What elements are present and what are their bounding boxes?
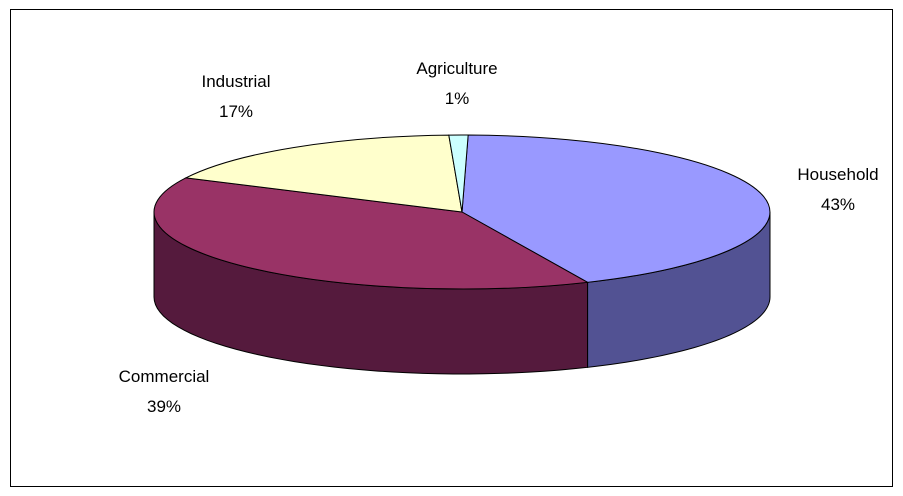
slice-percent-label: 39%	[147, 397, 181, 416]
slice-percent-label: 43%	[821, 195, 855, 214]
slice-name-label: Industrial	[202, 72, 271, 91]
pie-tops	[154, 135, 770, 289]
slice-label-commercial: Commercial 39%	[119, 367, 210, 416]
slice-name-label: Commercial	[119, 367, 210, 386]
slice-percent-label: 1%	[445, 89, 470, 108]
slice-name-label: Household	[797, 165, 878, 184]
slice-percent-label: 17%	[219, 102, 253, 121]
slice-label-industrial: Industrial 17%	[202, 72, 271, 121]
slice-name-label: Agriculture	[416, 59, 497, 78]
slice-label-agriculture: Agriculture 1%	[416, 59, 497, 108]
slice-label-household: Household 43%	[797, 165, 878, 214]
